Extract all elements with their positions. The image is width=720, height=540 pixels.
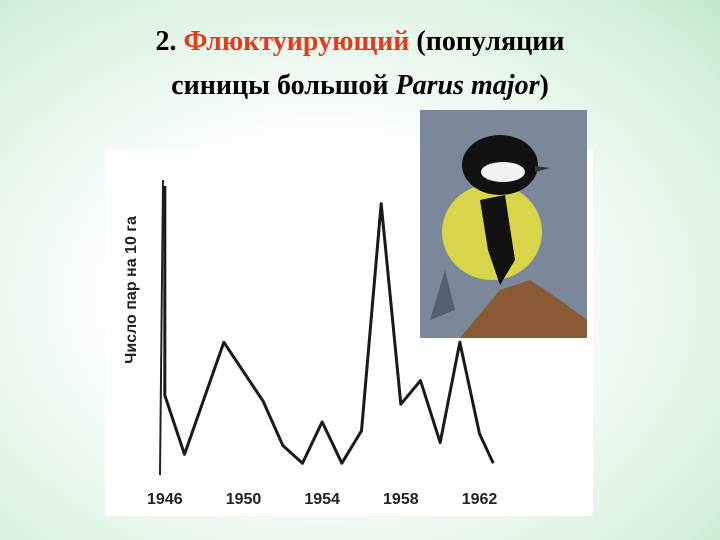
title-part: синицы большой (171, 70, 395, 101)
x-tick-label: 1950 (226, 491, 262, 508)
title-part: (популяции (409, 26, 564, 57)
title-part: 2. (155, 26, 183, 57)
x-tick-label: 1946 (147, 491, 183, 508)
bird-photo (420, 110, 587, 338)
y-axis-label: Число пар на 10 га (123, 216, 140, 364)
y-axis (159, 179, 164, 476)
x-tick-label: 1954 (304, 491, 340, 508)
title-part: Parus major (395, 70, 541, 101)
x-tick-label: 1958 (383, 491, 419, 508)
data-line (163, 185, 495, 465)
title-line-2: синицы большой Parus major) (171, 70, 549, 101)
title-part: Флюктуирующий (183, 26, 409, 57)
title-part: ) (539, 70, 548, 101)
title-line-1: 2. Флюктуирующий (популяции (155, 26, 564, 57)
x-tick-label: 1962 (462, 491, 498, 508)
